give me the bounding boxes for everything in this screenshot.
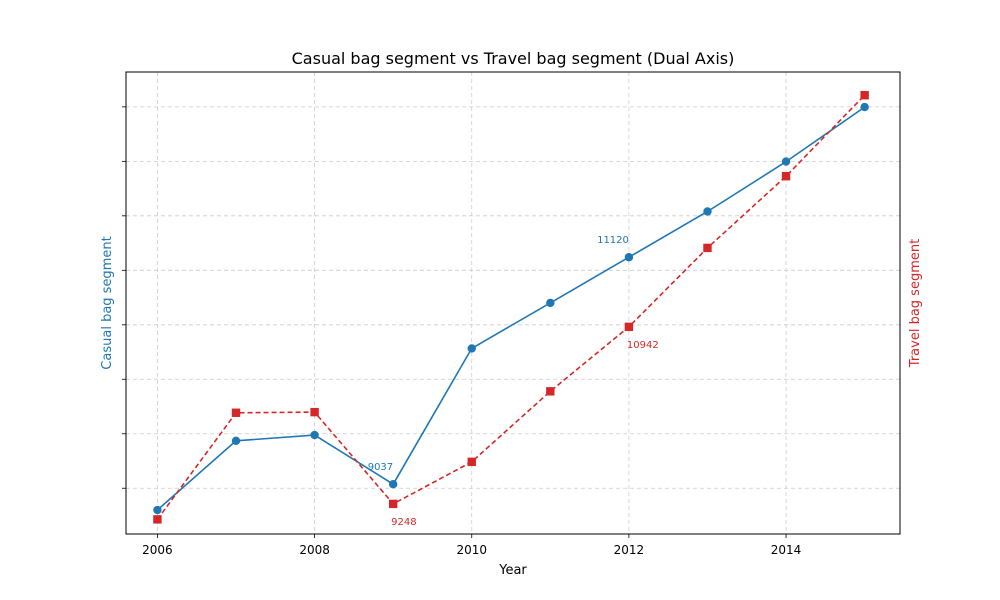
travel-series-line bbox=[156, 94, 866, 520]
right-y-axis-label: Travel bag segment bbox=[908, 239, 923, 368]
casual-series-line bbox=[156, 106, 866, 511]
annotation-layer: 9037 9248 11120 10942 bbox=[368, 235, 659, 528]
travel-data-point bbox=[467, 457, 476, 467]
travel-data-point bbox=[153, 515, 162, 524]
travel-data-point bbox=[310, 407, 319, 417]
casual-data-point bbox=[467, 344, 476, 353]
data-label: 10942 bbox=[627, 340, 659, 351]
series-layer bbox=[153, 91, 869, 524]
travel-data-point bbox=[388, 499, 398, 509]
casual-data-point bbox=[231, 436, 241, 446]
casual-data-point bbox=[781, 157, 791, 166]
left-y-axis-label: Casual bag segment bbox=[100, 236, 115, 369]
data-label: 9037 bbox=[368, 462, 393, 473]
x-axis-label: Year bbox=[498, 563, 527, 578]
travel-data-point bbox=[231, 408, 241, 417]
casual-data-point bbox=[546, 298, 555, 308]
x-tick-label: 2008 bbox=[299, 543, 330, 557]
data-label: 9248 bbox=[391, 517, 416, 528]
chart-title: Casual bag segment vs Travel bag segment… bbox=[292, 49, 735, 68]
x-tick-label: 2014 bbox=[771, 543, 802, 557]
data-label: 11120 bbox=[597, 235, 629, 246]
tick-layer: 2006 2008 2010 2012 2014 bbox=[122, 106, 802, 557]
plot-frame bbox=[125, 71, 901, 535]
x-tick-label: 2012 bbox=[614, 543, 645, 557]
casual-data-point bbox=[153, 505, 162, 515]
x-tick-label: 2006 bbox=[142, 543, 173, 557]
travel-data-point bbox=[546, 387, 555, 396]
casual-data-point bbox=[703, 207, 712, 216]
casual-data-point bbox=[860, 102, 869, 112]
travel-data-point bbox=[703, 243, 712, 253]
casual-data-point bbox=[388, 480, 398, 489]
travel-data-point bbox=[624, 322, 634, 332]
travel-data-point bbox=[781, 172, 791, 181]
x-tick-label: 2010 bbox=[456, 543, 487, 557]
casual-data-point bbox=[624, 253, 634, 262]
casual-data-point bbox=[310, 430, 319, 440]
travel-data-point bbox=[860, 91, 869, 100]
